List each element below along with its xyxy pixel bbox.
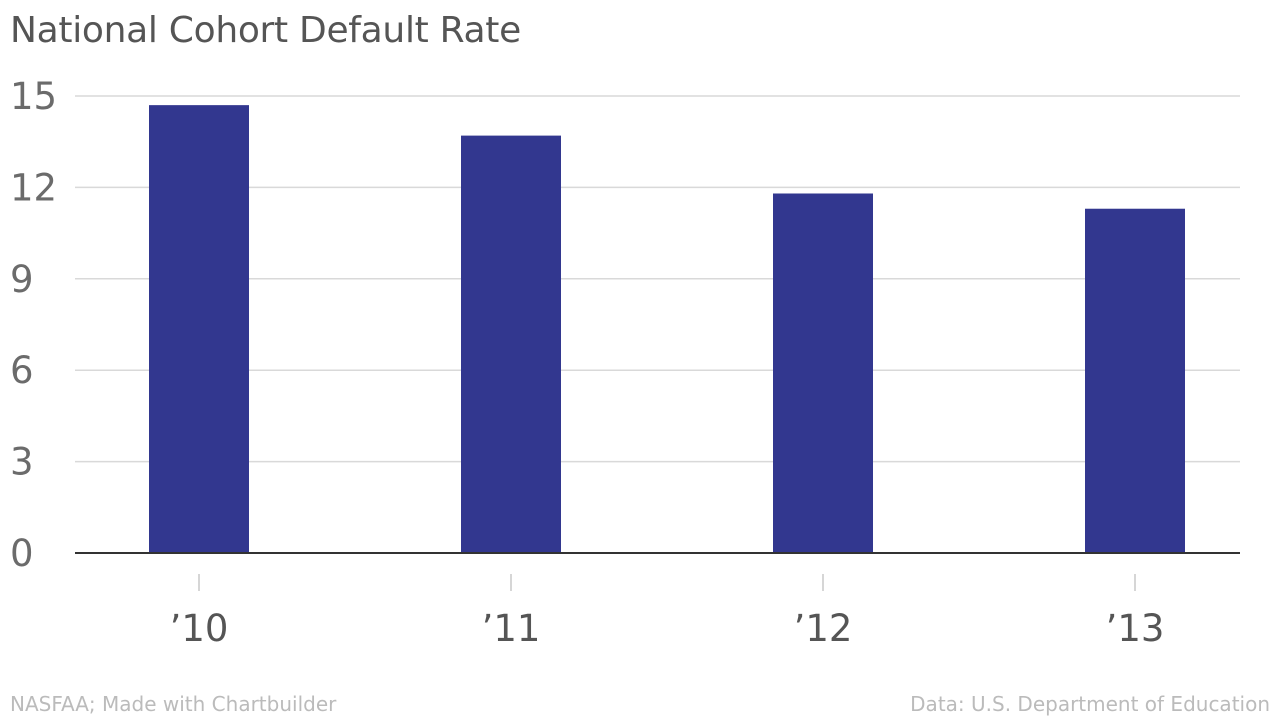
y-tick-label: 15	[10, 75, 57, 118]
y-tick-label: 9	[10, 258, 34, 301]
chart-title: National Cohort Default Rate	[10, 10, 521, 51]
bar	[1085, 208, 1185, 553]
gridlines	[75, 95, 1240, 463]
y-tick-label: 12	[10, 166, 57, 209]
data-source: Data: U.S. Department of Education	[910, 692, 1270, 716]
bar	[149, 105, 249, 553]
x-tick-label: ’10	[170, 607, 229, 650]
x-tick-label: ’13	[1106, 607, 1165, 650]
y-tick-label: 6	[10, 349, 34, 392]
bars	[149, 105, 1185, 553]
x-axis-ticks: ’10 ’11 ’12 ’13	[170, 574, 1165, 650]
x-tick-label: ’12	[794, 607, 853, 650]
bar	[773, 193, 873, 553]
y-tick-label: 0	[10, 532, 34, 575]
x-tick-label: ’11	[482, 607, 541, 650]
y-tick-label: 3	[10, 441, 34, 484]
bar	[461, 135, 561, 553]
y-axis-ticks: 0 3 6 9 12 15	[10, 75, 57, 575]
source-credit: NASFAA; Made with Chartbuilder	[10, 692, 337, 716]
